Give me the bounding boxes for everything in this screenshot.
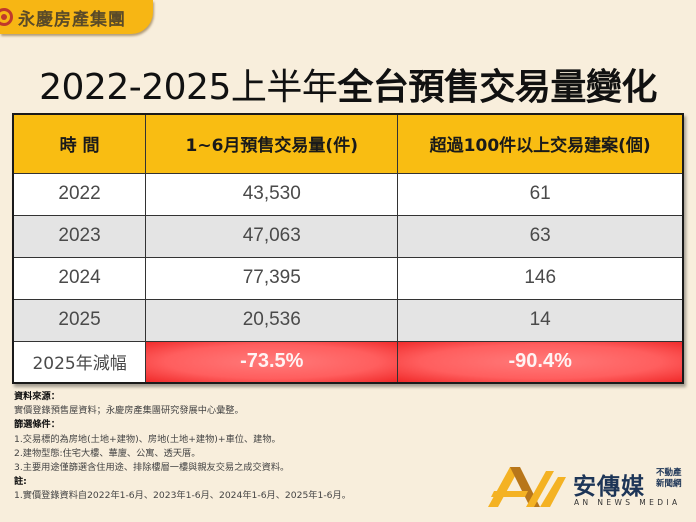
title-period: 2022-2025上半年	[39, 67, 338, 108]
table-row: 2022 43,530 61	[12, 172, 684, 216]
cell-projects: 146	[397, 256, 684, 300]
remark-heading: 註:	[14, 476, 27, 488]
source-text: 實價登錄預售屋資料；永慶房產集團研究發展中心彙整。	[14, 405, 244, 417]
cell-volume: 43,530	[145, 172, 399, 216]
filter-item: 1.交易標的為房地(土地+建物)、房地(土地+建物)+車位、建物。	[14, 433, 281, 445]
table-header-row: 時 間 1~6月預售交易量(件) 超過100件以上交易建案(個)	[12, 113, 684, 174]
news-name-en: AN NEWS MEDIA	[574, 498, 681, 507]
brand-name: 永慶房產集團	[18, 9, 126, 30]
news-sub-line2: 新聞網	[656, 479, 682, 489]
filter-heading: 篩選條件：	[14, 419, 60, 431]
cell-projects: 63	[397, 214, 684, 258]
header-projects: 超過100件以上交易建案(個)	[397, 113, 684, 174]
cell-volume: 47,063	[145, 214, 399, 258]
header-period: 時 間	[12, 113, 147, 174]
brand-emblem-icon	[0, 8, 13, 26]
cell-year: 2023	[12, 214, 147, 258]
header-volume: 1~6月預售交易量(件)	[145, 113, 399, 174]
decline-row: 2025年減幅 -73.5% -90.4%	[12, 340, 684, 384]
footnotes: 資料來源： 實價登錄預售屋資料；永慶房產集團研究發展中心彙整。 篩選條件： 1.…	[14, 390, 351, 504]
news-sub-line1: 不動產	[656, 468, 682, 478]
cell-year: 2024	[12, 256, 147, 300]
decline-label: 2025年減幅	[12, 340, 147, 384]
cell-volume: 77,395	[145, 256, 399, 300]
filter-item: 3.主要用途僅篩選含住用途、排除樓層一樓與親友交易之成交資料。	[14, 462, 290, 474]
news-name-cn: 安傳媒	[573, 474, 645, 500]
an-news-media-logo: 安傳媒 不動產 新聞網 AN NEWS MEDIA	[488, 463, 684, 511]
source-heading: 資料來源：	[14, 391, 60, 402]
presale-volume-table: 時 間 1~6月預售交易量(件) 超過100件以上交易建案(個) 2022 43…	[12, 113, 684, 384]
cell-projects: 14	[397, 298, 684, 342]
cell-volume: 20,536	[145, 298, 399, 342]
filter-item: 2.建物型態:住宅大樓、華廈、公寓、透天厝。	[14, 447, 201, 459]
table-row: 2025 20,536 14	[12, 298, 684, 342]
page-title: 2022-2025上半年全台預售交易量變化	[0, 58, 696, 110]
remark-item: 1.實價登錄資料自2022年1-6月、2023年1-6月、2024年1-6月、2…	[14, 490, 351, 502]
decline-volume: -73.5%	[145, 340, 399, 384]
title-subject: 全台預售交易量變化	[337, 67, 657, 108]
cell-year: 2025	[12, 298, 147, 342]
news-subtitle: 不動產 新聞網	[656, 468, 686, 490]
an-logo-mark-icon	[488, 467, 566, 507]
brand-logo-tab: 永慶房產集團	[0, 0, 153, 34]
decline-projects: -90.4%	[397, 340, 684, 384]
table-row: 2023 47,063 63	[12, 214, 684, 258]
cell-projects: 61	[397, 172, 684, 216]
table-row: 2024 77,395 146	[12, 256, 684, 300]
cell-year: 2022	[12, 172, 147, 216]
